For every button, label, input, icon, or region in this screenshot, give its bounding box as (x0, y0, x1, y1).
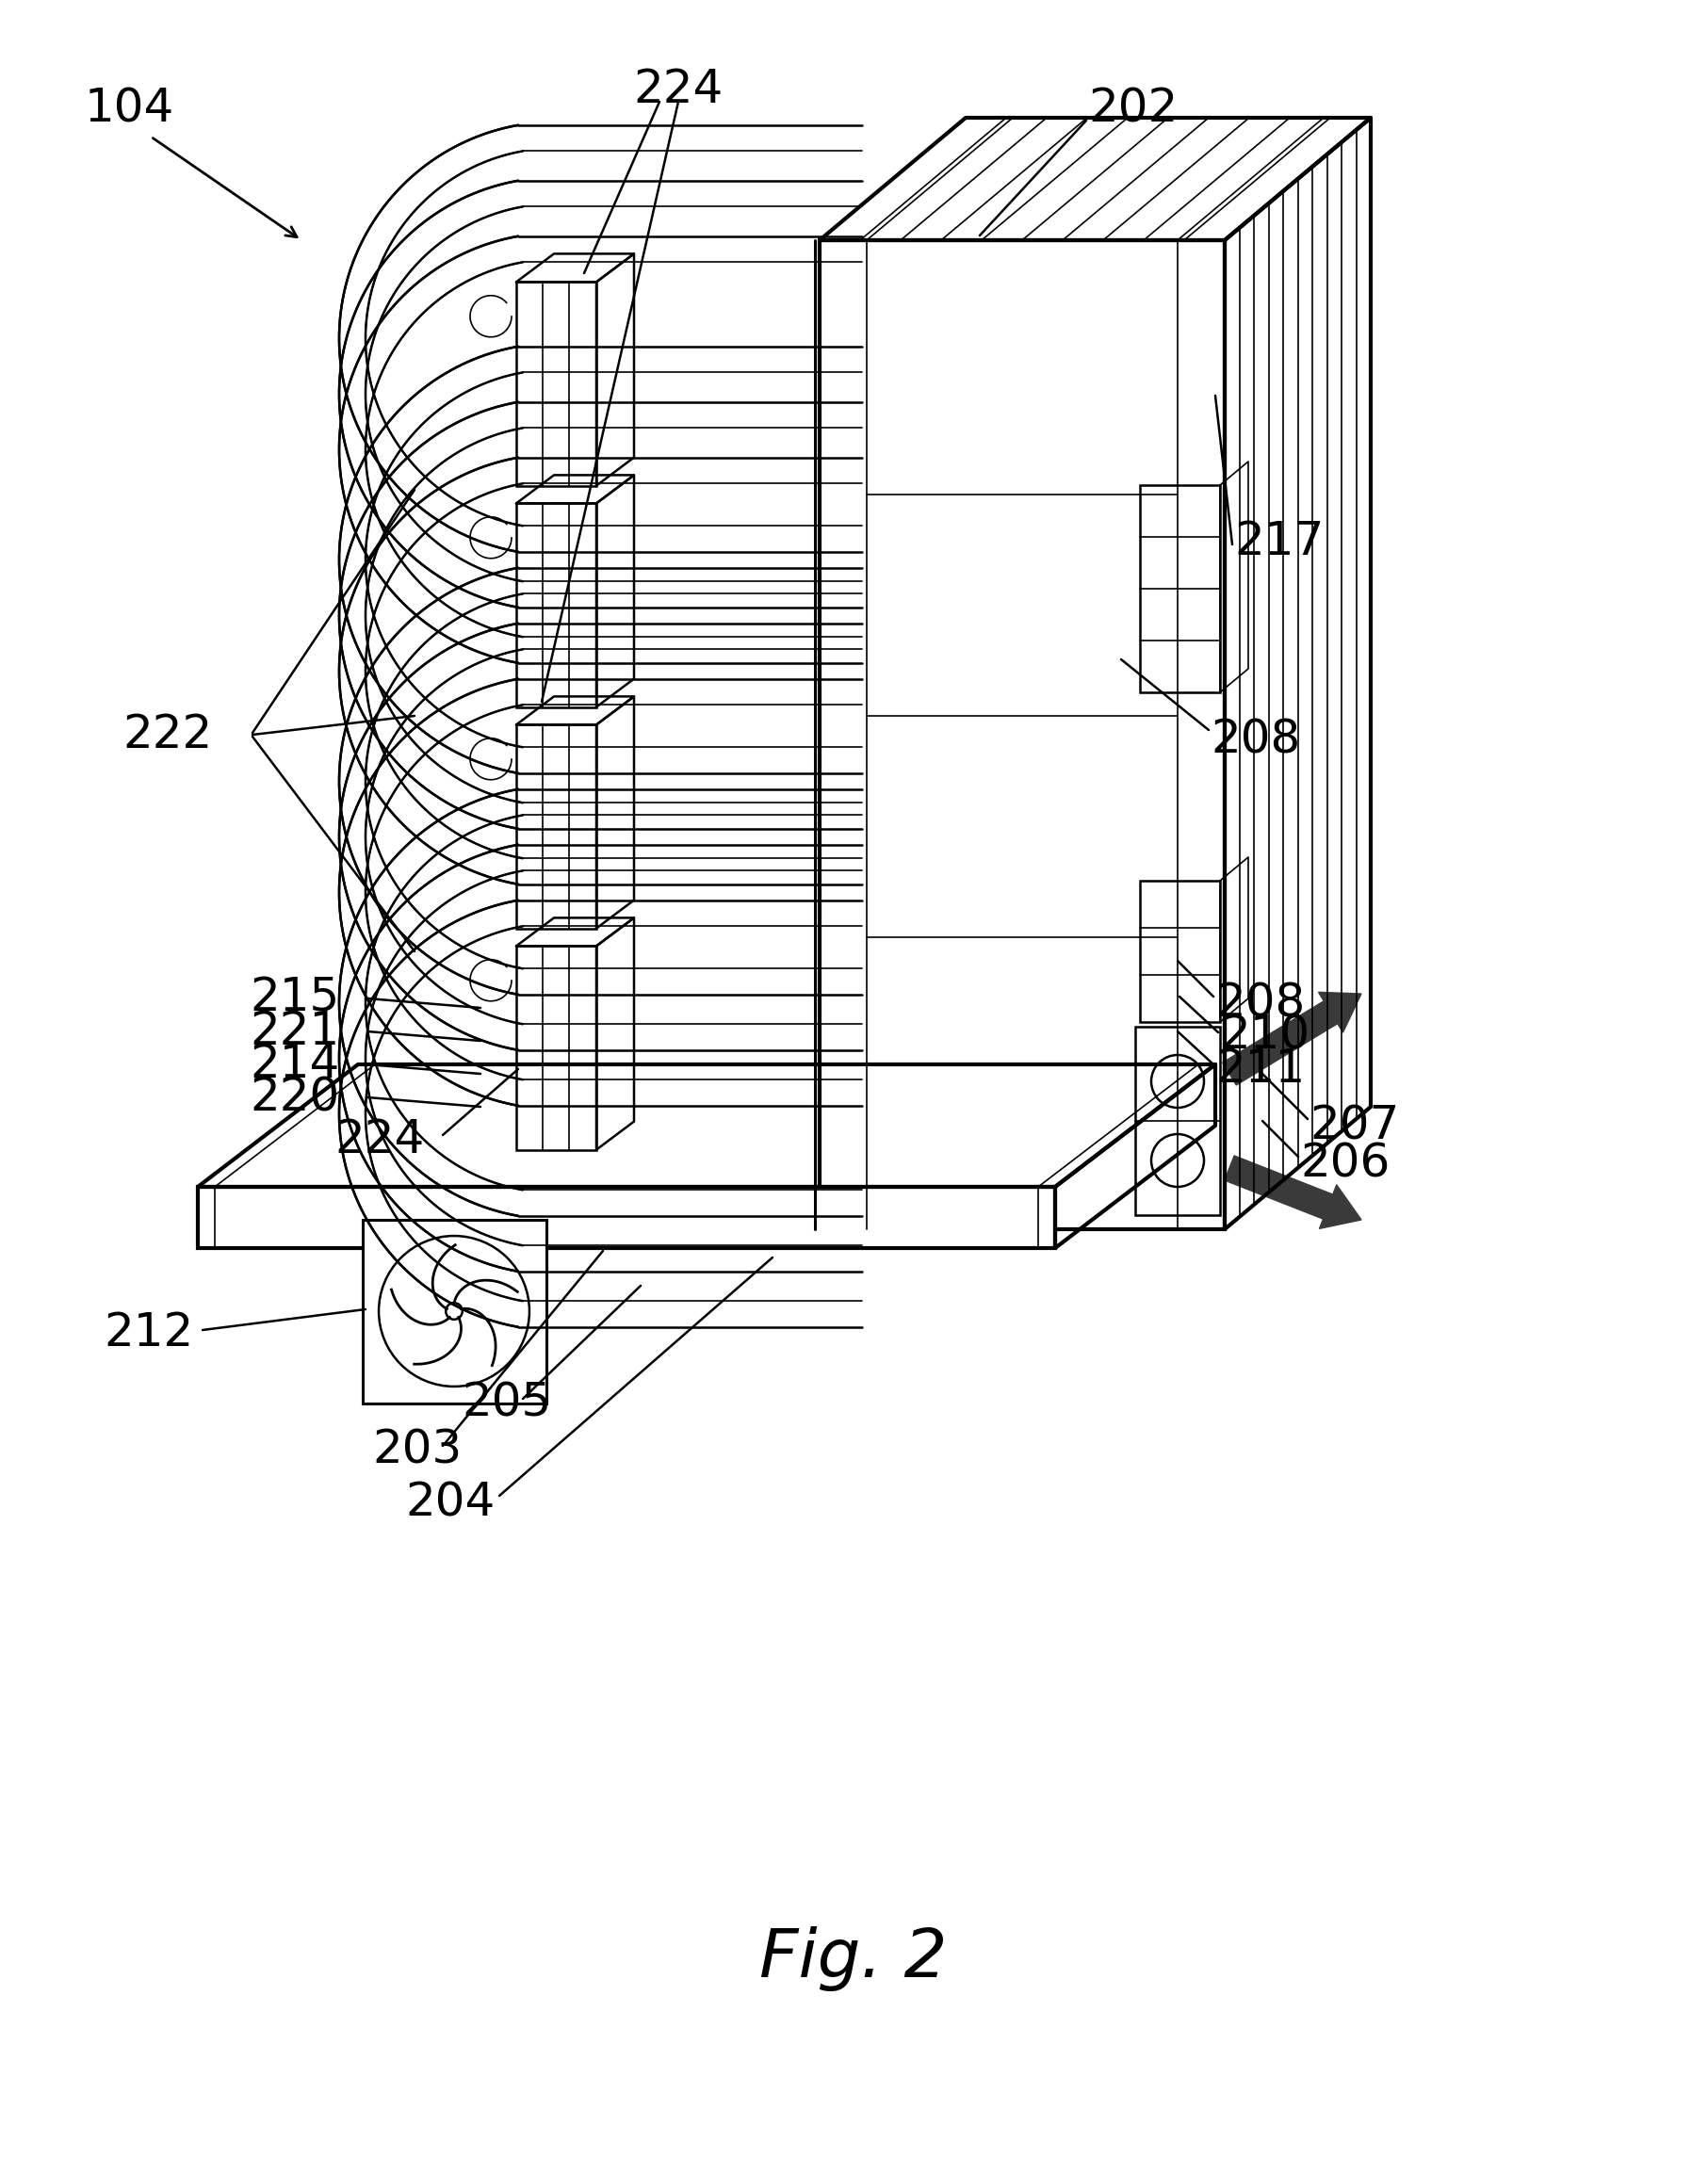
Bar (198, 1187, 1056, 1248)
FancyArrow shape (1225, 1157, 1361, 1228)
Text: 220: 220 (249, 1074, 340, 1120)
Text: 222: 222 (123, 713, 212, 757)
Text: 207: 207 (1310, 1102, 1399, 1148)
Bar (1136, 1026, 1220, 1215)
Text: 211: 211 (1216, 1046, 1305, 1091)
Text: 210: 210 (1220, 1013, 1310, 1059)
Text: Fig. 2: Fig. 2 (760, 1926, 948, 1991)
Text: 224: 224 (335, 1117, 424, 1163)
Bar (1139, 880, 1220, 1022)
Text: 217: 217 (1235, 520, 1324, 565)
Text: 214: 214 (249, 1041, 340, 1087)
Bar (516, 946, 596, 1150)
Bar (516, 283, 596, 485)
FancyArrow shape (1223, 991, 1361, 1085)
Text: 215: 215 (249, 976, 340, 1022)
Text: 224: 224 (634, 67, 722, 113)
Bar (1139, 485, 1220, 691)
Text: 212: 212 (104, 1311, 193, 1354)
Text: 206: 206 (1300, 1141, 1390, 1185)
Text: 104: 104 (85, 85, 174, 130)
Text: 208: 208 (1211, 717, 1300, 763)
Bar (820, 239, 1225, 1228)
Text: 208: 208 (1216, 980, 1305, 1026)
Bar (516, 724, 596, 928)
Text: 221: 221 (249, 1009, 340, 1054)
Text: 203: 203 (372, 1428, 461, 1474)
Text: 204: 204 (405, 1480, 495, 1524)
Bar (516, 504, 596, 707)
Bar (362, 1220, 547, 1404)
Text: 205: 205 (461, 1380, 552, 1426)
Text: 202: 202 (1088, 85, 1179, 130)
